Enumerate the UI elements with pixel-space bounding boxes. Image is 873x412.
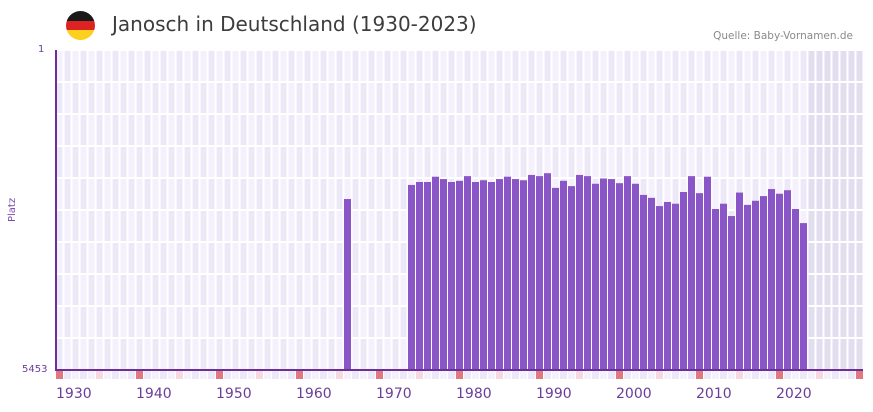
flag-stripe-red: [66, 20, 95, 31]
bar-2003[interactable]: [640, 194, 647, 370]
bar-2017[interactable]: [752, 200, 759, 370]
bar-1993[interactable]: [560, 180, 567, 370]
x-tick-1970: 1970: [376, 386, 412, 402]
bar-2001[interactable]: [624, 176, 631, 370]
x-tick-2020: 2020: [776, 386, 812, 402]
bar-1994[interactable]: [568, 186, 575, 370]
y-tick-bottom: 5453: [22, 364, 48, 375]
bar-1982[interactable]: [472, 182, 479, 370]
bar-2012[interactable]: [712, 209, 719, 370]
source-link[interactable]: Quelle: Baby-Vornamen.de: [713, 30, 853, 42]
bar-2008[interactable]: [680, 191, 687, 370]
german-flag-icon: [66, 11, 95, 40]
year-marker-strip: [56, 371, 863, 379]
bar-1983[interactable]: [480, 180, 487, 370]
x-tick-1960: 1960: [296, 386, 332, 402]
bar-2013[interactable]: [720, 203, 727, 370]
bar-1988[interactable]: [520, 180, 527, 370]
x-axis-labels: 1930 1940 1950 1960 1970 1980 1990 2000 2010 2020: [0, 386, 873, 406]
y-axis-line: [55, 50, 57, 370]
bar-1984[interactable]: [488, 182, 495, 370]
bar-1990[interactable]: [536, 176, 543, 370]
bar-1996[interactable]: [584, 176, 591, 370]
bar-1992[interactable]: [552, 187, 559, 370]
bar-2005[interactable]: [656, 206, 663, 370]
x-tick-2000: 2000: [616, 386, 652, 402]
bar-1979[interactable]: [448, 182, 455, 370]
bar-2004[interactable]: [648, 197, 655, 370]
bar-1966[interactable]: [344, 199, 351, 370]
bar-2020[interactable]: [776, 193, 783, 370]
bar-1978[interactable]: [440, 179, 447, 370]
x-tick-1940: 1940: [136, 386, 172, 402]
x-tick-1950: 1950: [216, 386, 252, 402]
bar-2022[interactable]: [792, 209, 799, 370]
bar-1974[interactable]: [408, 184, 415, 370]
bar-1981[interactable]: [464, 176, 471, 370]
x-tick-2010: 2010: [696, 386, 732, 402]
x-tick-1930: 1930: [56, 386, 92, 402]
bar-2002[interactable]: [632, 183, 639, 370]
bar-1977[interactable]: [432, 176, 439, 370]
bar-1980[interactable]: [456, 180, 463, 370]
y-axis-title: Platz: [7, 197, 18, 222]
bar-1998[interactable]: [600, 178, 607, 370]
bar-2018[interactable]: [760, 196, 767, 370]
bar-1989[interactable]: [528, 174, 535, 370]
bar-2011[interactable]: [704, 176, 711, 370]
bar-1976[interactable]: [424, 182, 431, 370]
bar-1987[interactable]: [512, 179, 519, 370]
bar-2014[interactable]: [728, 216, 735, 370]
bar-2019[interactable]: [768, 189, 775, 370]
bar-1995[interactable]: [576, 174, 583, 370]
bar-2010[interactable]: [696, 193, 703, 370]
chart-title: Janosch in Deutschland (1930-2023): [112, 12, 477, 36]
bar-1991[interactable]: [544, 173, 551, 370]
bar-2021[interactable]: [784, 190, 791, 370]
bar-2015[interactable]: [736, 192, 743, 370]
chart-plot-area: [56, 51, 863, 370]
flag-stripe-gold: [66, 30, 95, 40]
bar-2007[interactable]: [672, 203, 679, 370]
bar-1975[interactable]: [416, 182, 423, 370]
bar-2016[interactable]: [744, 204, 751, 370]
bar-2006[interactable]: [664, 201, 671, 370]
x-tick-1990: 1990: [536, 386, 572, 402]
bar-1999[interactable]: [608, 179, 615, 370]
bar-2000[interactable]: [616, 183, 623, 370]
bar-2009[interactable]: [688, 176, 695, 370]
y-tick-top: 1: [38, 44, 45, 55]
bar-2023[interactable]: [800, 223, 807, 370]
flag-stripe-black: [66, 11, 95, 21]
bar-1985[interactable]: [496, 179, 503, 370]
bar-1997[interactable]: [592, 183, 599, 370]
bar-1986[interactable]: [504, 176, 511, 370]
x-tick-1980: 1980: [456, 386, 492, 402]
x-axis-line: [55, 369, 863, 371]
